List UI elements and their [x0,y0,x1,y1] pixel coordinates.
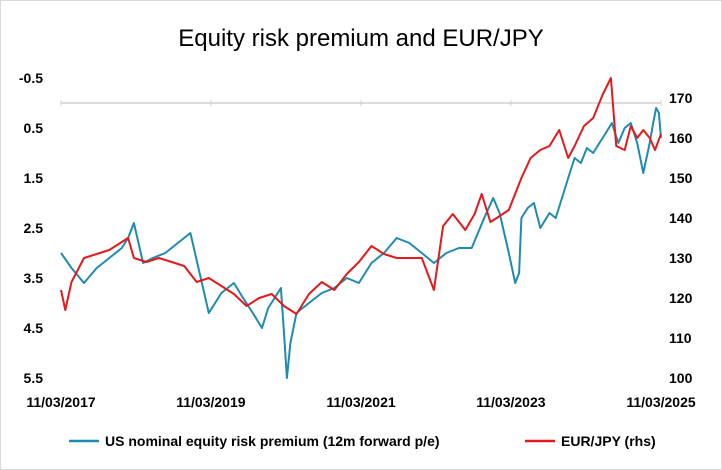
axes-group: 11/03/2017 11/03/2019 11/03/2021 11/03/2023… [19,70,696,410]
y-right-tick-label: 140 [669,210,693,226]
y-left-tick-label: -0.5 [19,70,43,86]
series-line-erp [60,107,662,379]
series-line-eurjpy [60,77,662,315]
y-right-tick-label: 120 [669,290,693,306]
y-right-tick-label: 170 [669,90,693,106]
y-left-tick-label: 4.5 [24,320,44,336]
chart-title: Equity risk premium and EUR/JPY [178,25,543,52]
y-left-tick-label: 3.5 [24,270,44,286]
y-right-tick-label: 150 [669,170,693,186]
y-right-tick-label: 160 [669,130,693,146]
x-tick-label: 11/03/2019 [176,394,246,410]
x-tick-label: 11/03/2025 [626,394,696,410]
legend: US nominal equity risk premium (12m forw… [69,433,656,449]
y-left-tick-label: 2.5 [24,220,44,236]
y-right-tick-label: 110 [669,330,692,346]
series-group [60,77,662,379]
y-left-tick-label: 0.5 [24,120,44,136]
y-left-tick-label: 5.5 [24,370,44,386]
x-tick-label: 11/03/2017 [26,394,96,410]
y-right-tick-label: 130 [669,250,693,266]
y-left-tick-label: 1.5 [24,170,44,186]
legend-label-erp: US nominal equity risk premium (12m forw… [105,433,440,449]
x-tick-label: 11/03/2023 [476,394,546,410]
legend-label-eurjpy: EUR/JPY (rhs) [561,433,656,449]
x-tick-label: 11/03/2021 [326,394,396,410]
y-right-tick-label: 100 [669,370,693,386]
